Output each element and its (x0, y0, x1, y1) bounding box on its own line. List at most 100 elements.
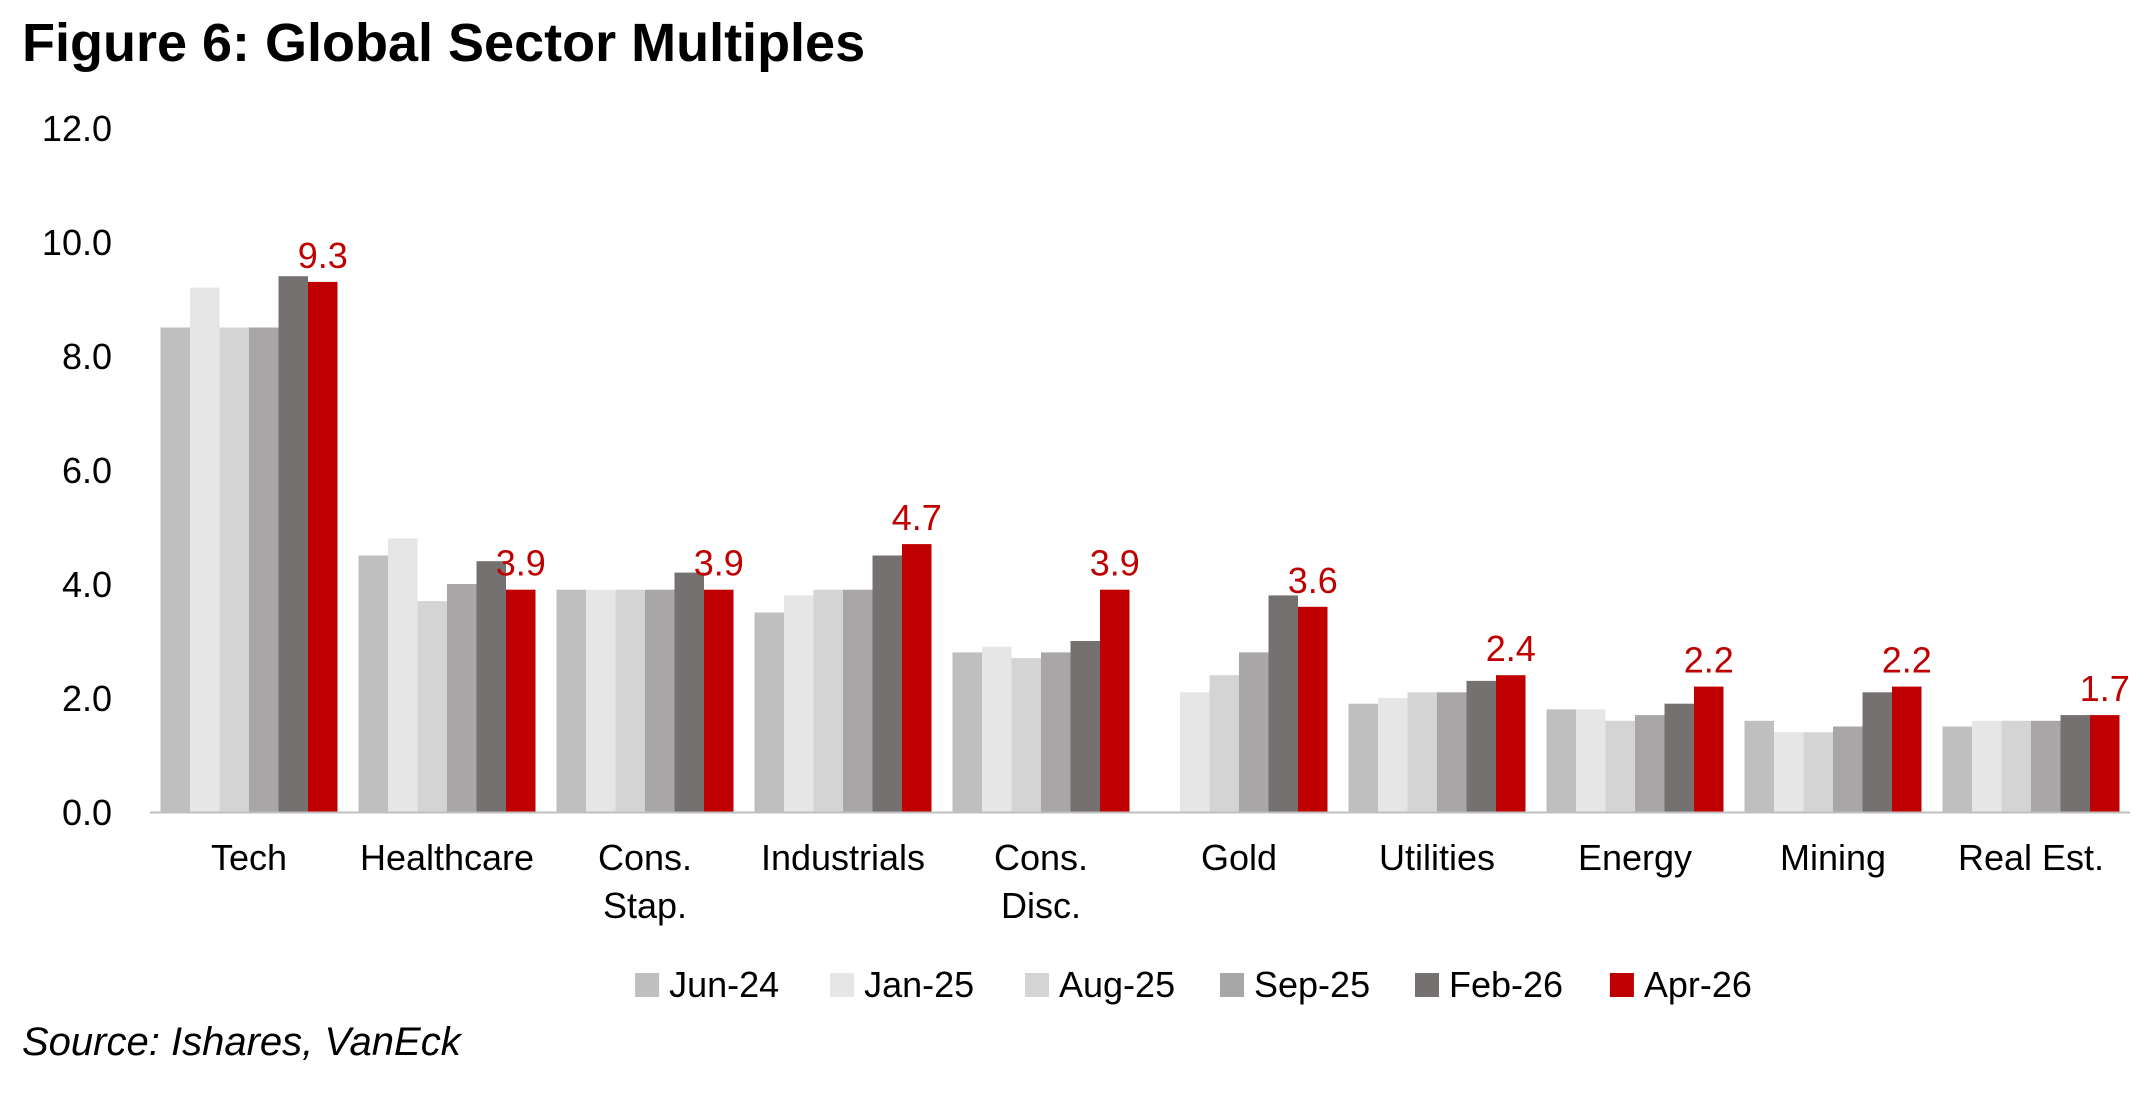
bar (1576, 709, 1606, 812)
bar (249, 327, 279, 812)
x-category-label: Disc. (1001, 885, 1081, 926)
bar (1605, 720, 1635, 812)
bar (1348, 703, 1378, 812)
x-category-label: Gold (1201, 837, 1277, 878)
x-category-label: Industrials (761, 837, 925, 878)
bar (615, 589, 645, 812)
bar (1298, 606, 1328, 812)
y-tick-label: 0.0 (62, 792, 112, 833)
bar (476, 561, 506, 812)
data-labels-group: 9.3 3.9 3.9 4.7 3.9 3.6 2.4 2.2 2.2 1.7 (298, 235, 2130, 709)
data-label: 2.2 (1684, 640, 1734, 681)
bar (190, 287, 220, 813)
data-label: 3.9 (1090, 543, 1140, 584)
y-tick-label: 4.0 (62, 564, 112, 605)
bar (556, 589, 586, 812)
legend-label: Aug-25 (1059, 964, 1175, 1005)
data-label: 9.3 (298, 235, 348, 276)
bar (1268, 595, 1298, 812)
bar (1833, 726, 1863, 812)
bar (2001, 720, 2031, 812)
bar (506, 589, 536, 812)
legend: Jun-24 Jan-25 Aug-25 Sep-25 Feb-26 Apr-26 (635, 964, 1752, 1005)
bar (1378, 698, 1408, 812)
data-label: 2.2 (1882, 640, 1932, 681)
legend-label: Apr-26 (1644, 964, 1752, 1005)
x-category-label: Cons. (598, 837, 692, 878)
bar (754, 612, 784, 812)
bar (1546, 709, 1576, 812)
legend-label: Feb-26 (1449, 964, 1563, 1005)
x-category-label: Cons. (994, 837, 1088, 878)
source-note: Source: Ishares, VanEck (22, 1020, 461, 1064)
x-category-label: Stap. (603, 885, 687, 926)
legend-label: Jun-24 (669, 964, 779, 1005)
legend-label: Sep-25 (1254, 964, 1370, 1005)
y-tick-label: 8.0 (62, 336, 112, 377)
bar (1744, 720, 1774, 812)
y-tick-label: 10.0 (42, 222, 112, 263)
data-label: 3.9 (496, 543, 546, 584)
data-label: 3.6 (1288, 560, 1338, 601)
bar (1694, 686, 1724, 812)
bar (1011, 658, 1041, 812)
bar (674, 572, 704, 812)
bar (1407, 692, 1437, 812)
bar (160, 327, 190, 812)
bar (1862, 692, 1892, 812)
bar (982, 646, 1012, 812)
data-label: 3.9 (694, 543, 744, 584)
y-tick-label: 12.0 (42, 108, 112, 149)
y-tick-label: 2.0 (62, 678, 112, 719)
chart-title: Figure 6: Global Sector Multiples (22, 13, 866, 73)
bar (1892, 686, 1922, 812)
data-label: 4.7 (892, 497, 942, 538)
bar (2031, 720, 2061, 812)
bar (2090, 715, 2120, 812)
bar (1803, 732, 1833, 812)
data-label: 2.4 (1486, 628, 1536, 669)
x-category-label: Tech (211, 837, 287, 878)
bar (1209, 675, 1239, 812)
bar (1239, 652, 1269, 812)
bar (1972, 720, 2002, 812)
bar (358, 555, 388, 812)
x-category-label: Mining (1780, 837, 1886, 878)
bar (219, 327, 249, 812)
bar (1180, 692, 1210, 812)
x-category-label: Healthcare (360, 837, 534, 878)
bar (447, 584, 477, 812)
bar (872, 555, 902, 812)
bar (388, 538, 418, 812)
x-category-label: Utilities (1379, 837, 1495, 878)
bar (813, 589, 843, 812)
bar (1100, 589, 1130, 812)
bar (1774, 732, 1804, 812)
bar (586, 589, 616, 812)
y-axis-tick-labels: 0.0 2.0 4.0 6.0 8.0 10.0 12.0 (42, 108, 112, 833)
legend-swatch (1025, 973, 1049, 997)
legend-swatch (635, 973, 660, 997)
legend-swatch (1609, 973, 1634, 997)
bar (1635, 715, 1665, 812)
bar-series-group (160, 276, 2120, 813)
bar (843, 589, 873, 812)
bar (784, 595, 814, 812)
bar (704, 589, 734, 812)
bar (902, 544, 932, 812)
bar (1496, 675, 1526, 812)
bar (278, 276, 308, 812)
x-category-label: Real Est. (1958, 837, 2104, 878)
bar (1942, 726, 1972, 812)
legend-swatch (830, 973, 855, 997)
bar (1070, 641, 1100, 812)
bar (1041, 652, 1071, 812)
legend-swatch (1415, 973, 1439, 997)
bar (645, 589, 675, 812)
bar (952, 652, 982, 812)
legend-swatch (1220, 973, 1244, 997)
bar (308, 281, 338, 812)
y-tick-label: 6.0 (62, 450, 112, 491)
bar (1664, 703, 1694, 812)
legend-label: Jan-25 (864, 964, 974, 1005)
